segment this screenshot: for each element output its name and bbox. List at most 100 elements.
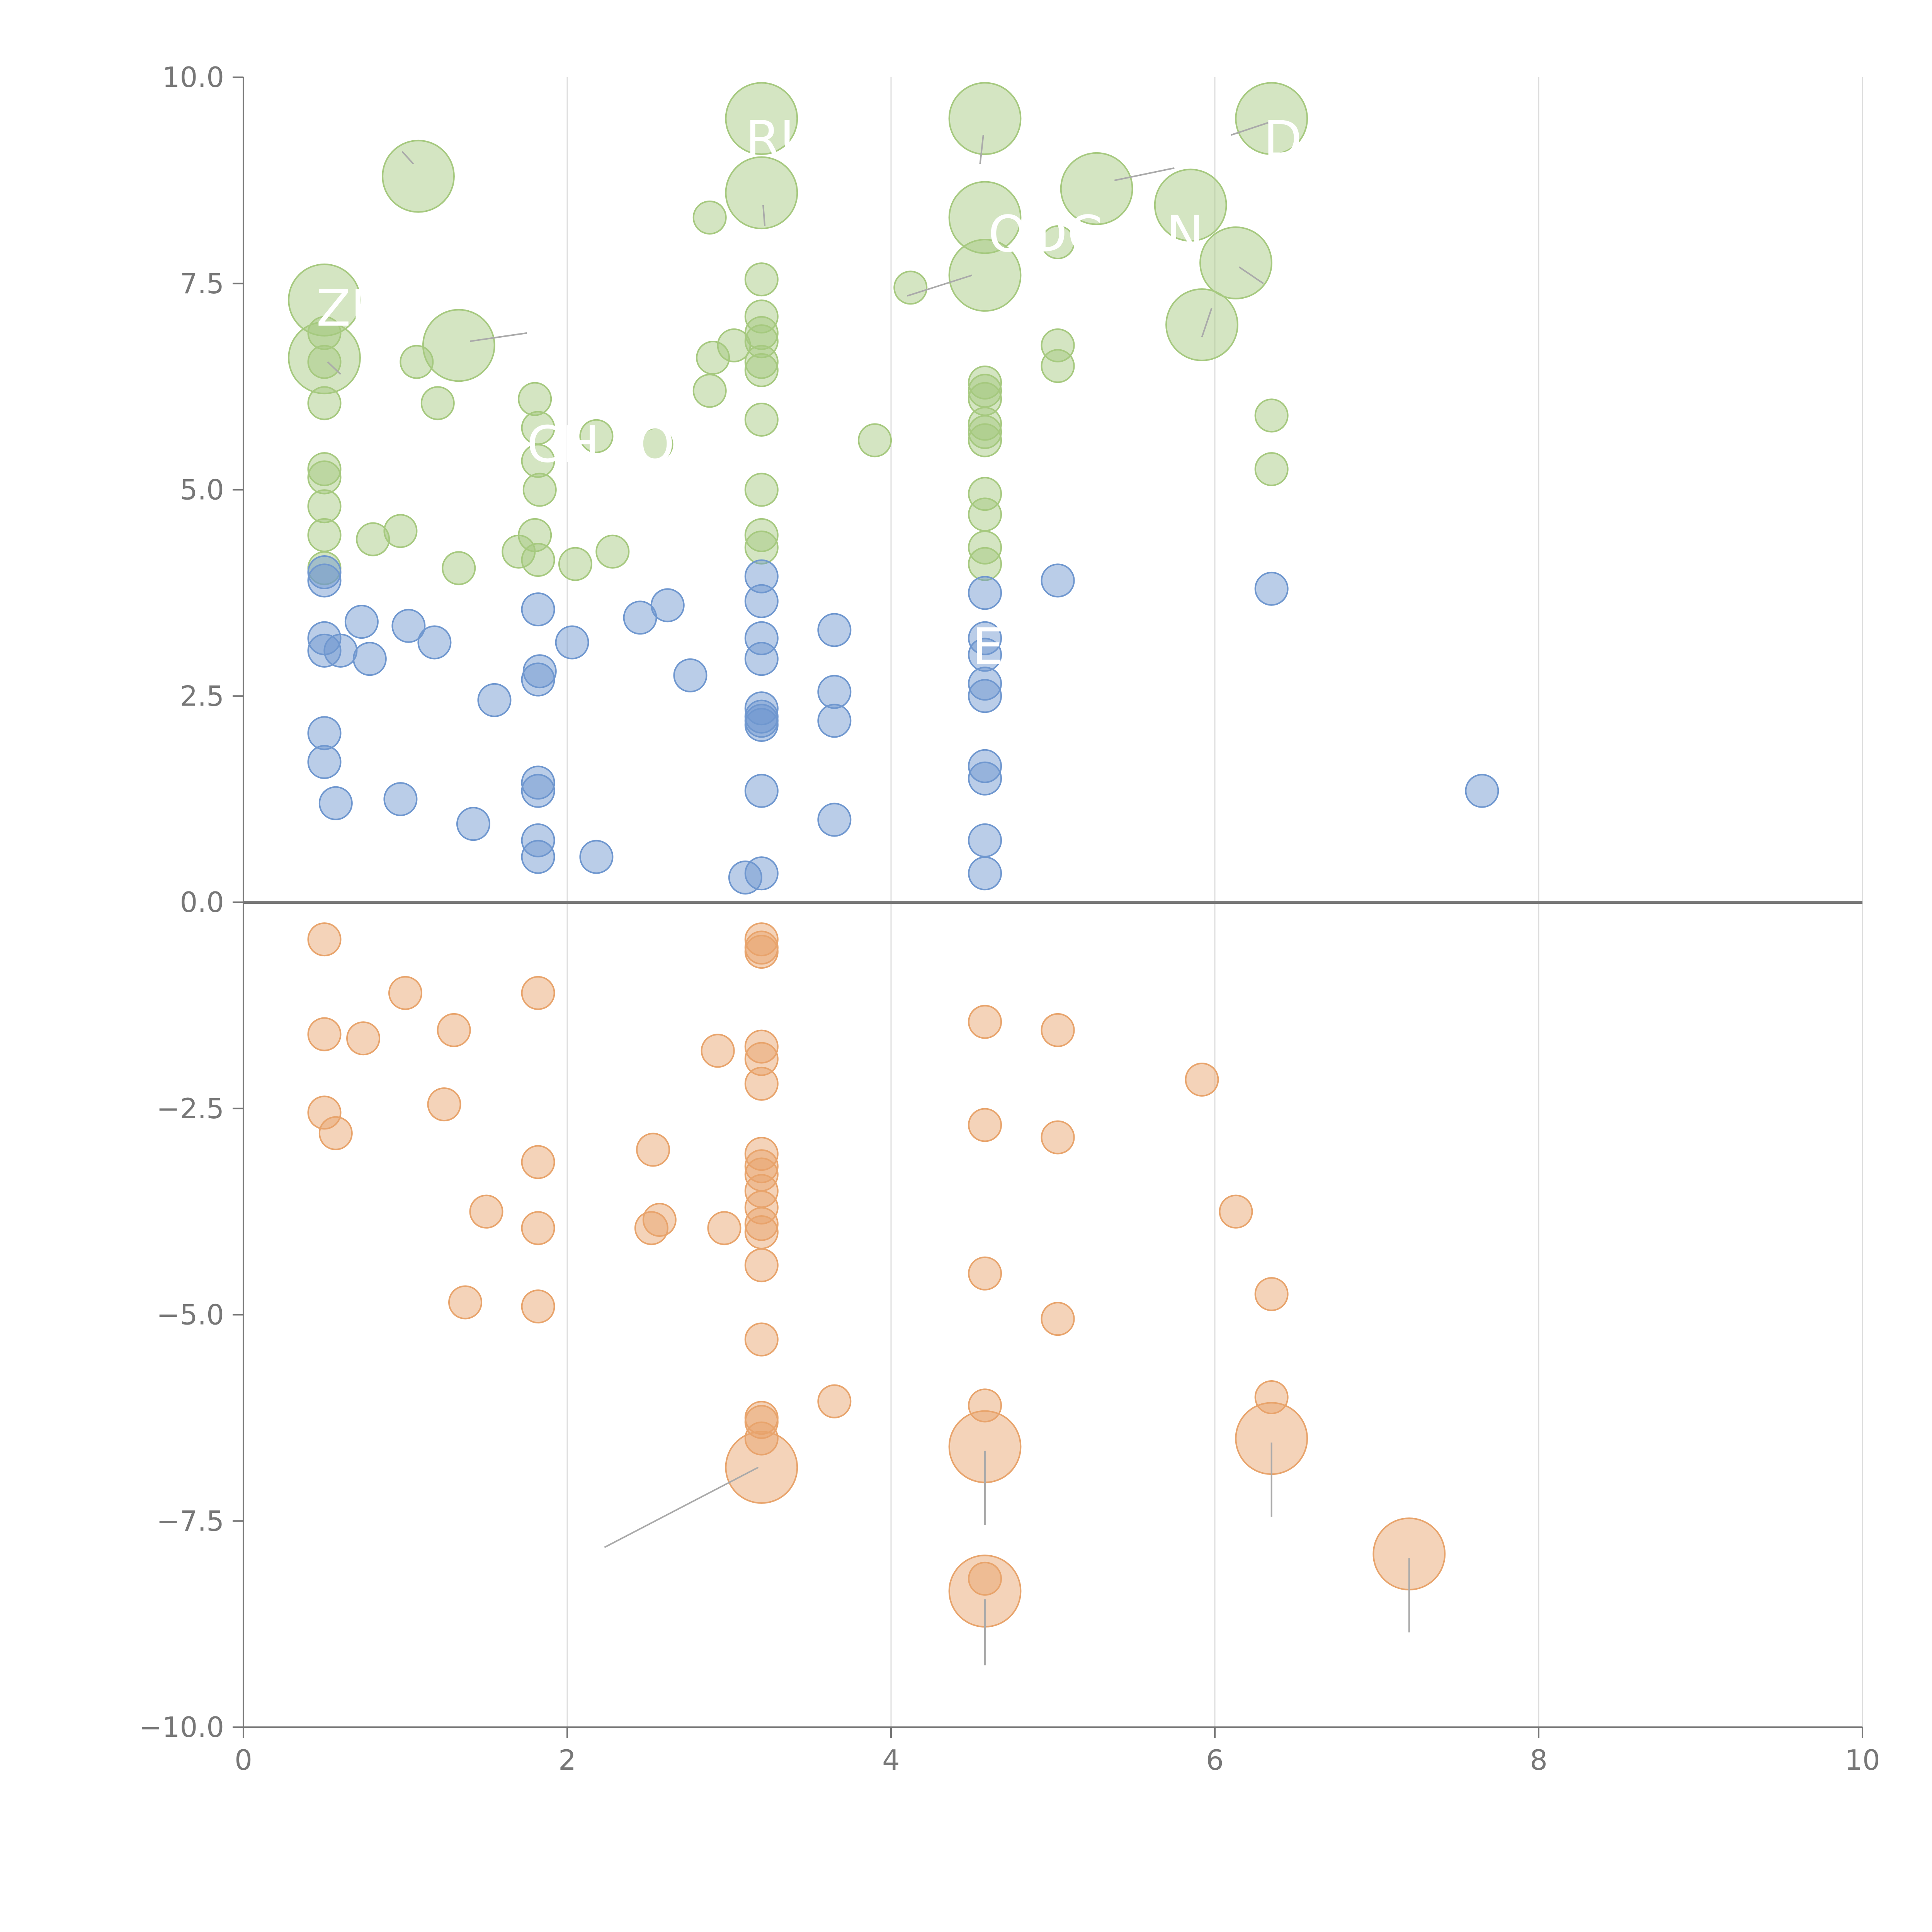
leader-line	[401, 151, 414, 165]
green-point	[1041, 328, 1075, 362]
green-point	[422, 309, 495, 382]
green-point	[725, 82, 798, 155]
orange-point	[725, 1431, 798, 1504]
orange-point	[636, 1133, 670, 1167]
data-points	[288, 82, 1499, 1628]
orange-point	[968, 1561, 1002, 1596]
green-point	[307, 345, 342, 379]
orange-point	[701, 1034, 735, 1068]
green-point	[744, 345, 779, 379]
blue-point	[817, 803, 852, 837]
blue-point	[744, 707, 779, 742]
point-label: E	[972, 617, 1004, 676]
blue-point	[477, 683, 512, 717]
green-point	[948, 239, 1022, 312]
green-point	[744, 530, 779, 565]
orange-point	[437, 1013, 471, 1047]
blue-point	[318, 786, 353, 820]
blue-point	[744, 559, 779, 594]
orange-point	[744, 1215, 779, 1249]
leader-line	[1201, 308, 1213, 338]
green-point	[382, 139, 455, 213]
point-label: DO	[1264, 110, 1342, 168]
green-point	[307, 316, 342, 350]
blue-point	[968, 823, 1002, 857]
green-point	[744, 473, 779, 507]
blue-point	[817, 613, 852, 647]
green-point	[968, 477, 1002, 511]
y-tick-label: 5.0	[180, 474, 224, 506]
blue-point	[521, 774, 555, 808]
green-point	[968, 423, 1002, 457]
point-label: OT	[988, 205, 1058, 264]
orange-point	[817, 1384, 852, 1418]
green-point	[744, 518, 779, 552]
blue-point	[521, 592, 555, 627]
green-point	[1154, 168, 1227, 242]
leader-line	[327, 361, 341, 375]
y-tick-label: −10.0	[139, 1711, 224, 1743]
leader-line	[1114, 167, 1175, 181]
blue-point	[968, 667, 1002, 701]
green-point	[968, 497, 1002, 532]
green-point	[744, 353, 779, 387]
x-tick-label: 8	[1530, 1744, 1548, 1776]
green-point	[948, 82, 1022, 155]
green-point	[696, 340, 730, 375]
x-tick-label: 0	[235, 1744, 252, 1776]
blue-point	[307, 563, 342, 598]
orange-point	[968, 1005, 1002, 1039]
leader-line	[604, 1466, 759, 1548]
orange-point	[307, 1095, 342, 1130]
green-point	[744, 324, 779, 359]
orange-point	[346, 1021, 381, 1056]
y-tick-label: −7.5	[156, 1505, 224, 1537]
point-label: CH	[527, 415, 600, 474]
blue-point	[307, 555, 342, 589]
orange-point	[744, 1248, 779, 1282]
green-point	[383, 514, 418, 548]
green-point	[1060, 152, 1133, 225]
orange-point	[707, 1211, 742, 1245]
orange-point	[469, 1194, 503, 1229]
orange-point	[744, 1042, 779, 1076]
orange-point	[1185, 1063, 1219, 1097]
orange-point	[521, 1145, 555, 1179]
x-tick-label: 4	[882, 1744, 900, 1776]
orange-point	[744, 1421, 779, 1456]
orange-point	[1219, 1194, 1253, 1229]
orange-point	[968, 1388, 1002, 1423]
x-axis-ticks: 0 2 4 6 8 10	[235, 1727, 1880, 1776]
blue-point	[307, 716, 342, 750]
blue-point	[968, 576, 1002, 610]
y-tick-label: −2.5	[156, 1092, 224, 1125]
green-point	[1165, 288, 1238, 361]
blue-point	[817, 704, 852, 738]
point-label: N	[1166, 205, 1204, 264]
green-point	[692, 374, 727, 408]
blue-point	[968, 856, 1002, 891]
orange-point	[744, 1207, 779, 1241]
leader-line	[762, 205, 766, 226]
orange-point	[307, 922, 342, 957]
green-point	[558, 547, 592, 581]
blue-point	[417, 625, 452, 660]
green-point	[521, 444, 555, 478]
green-point	[725, 156, 798, 230]
orange-point	[448, 1285, 483, 1320]
blue-point	[968, 749, 1002, 783]
blue-point	[744, 774, 779, 808]
green-point	[692, 200, 727, 235]
orange-point	[388, 976, 422, 1010]
blue-point	[744, 642, 779, 676]
green-point	[639, 427, 673, 462]
blue-point	[555, 625, 589, 660]
green-point	[1199, 226, 1272, 299]
point-label: ZF	[316, 279, 380, 338]
green-point	[1041, 349, 1075, 383]
green-point	[307, 386, 342, 420]
orange-point	[744, 1066, 779, 1101]
green-point	[307, 489, 342, 524]
orange-point	[968, 1256, 1002, 1291]
orange-point	[1254, 1380, 1289, 1414]
